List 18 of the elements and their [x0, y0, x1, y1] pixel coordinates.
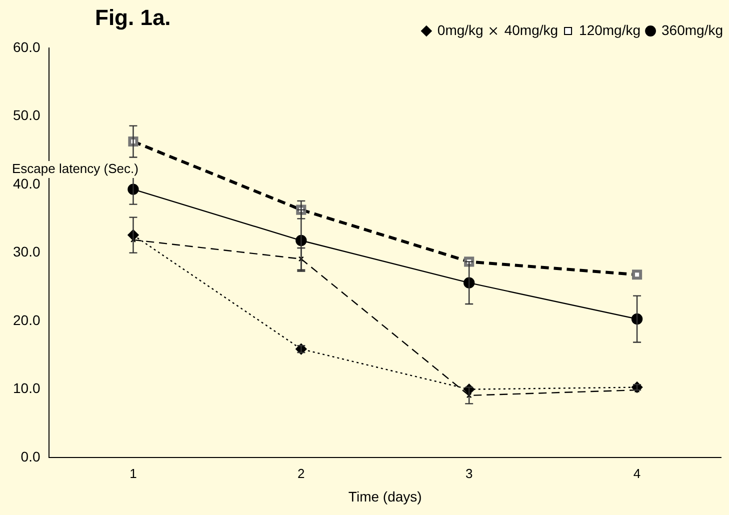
legend-label: 0mg/kg: [437, 22, 484, 38]
x-tick-label: 1: [130, 466, 137, 481]
x-tick-label: 2: [298, 466, 305, 481]
y-tick-label: 30.0: [13, 244, 40, 260]
y-tick-label: 60.0: [13, 38, 40, 55]
y-tick-label: 20.0: [13, 312, 40, 328]
y-tick-label: 40.0: [13, 175, 40, 192]
x-axis-title: Time (days): [348, 488, 422, 504]
y-axis-title: Escape latency (Sec.): [12, 161, 138, 176]
legend-label: 40mg/kg: [504, 22, 558, 38]
chart-title: Fig. 1a.: [95, 5, 171, 30]
legend-label: 360mg/kg: [662, 22, 723, 38]
y-tick-label: 0.0: [20, 448, 40, 464]
legend-label: 120mg/kg: [579, 22, 641, 38]
y-tick-label: 50.0: [13, 107, 40, 124]
x-tick-label: 3: [465, 466, 473, 481]
y-tick-label: 10.0: [13, 380, 40, 396]
x-tick-label: 4: [633, 466, 641, 481]
